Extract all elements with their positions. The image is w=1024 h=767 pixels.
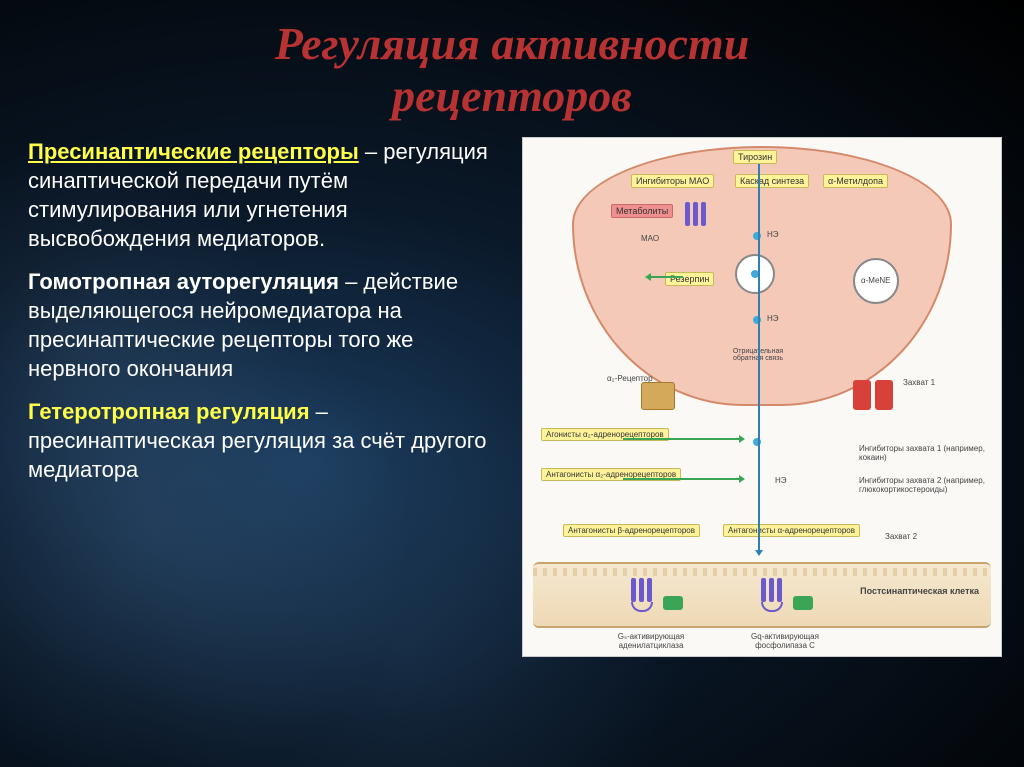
term-homotropic: Гомотропная ауторегуляция — [28, 269, 339, 294]
label-uptake1-inhib: Ингибиторы захвата 1 (например, кокаин) — [859, 444, 989, 462]
label-antagonists-beta: Антагонисты β-адренорецепторов — [563, 524, 700, 537]
alpha2-receptor — [641, 382, 675, 410]
arrow-main-blue — [758, 164, 760, 554]
label-ne-cleft: НЭ — [775, 476, 787, 485]
label-mene: α-MeNE — [861, 276, 891, 285]
label-uptake2-inhib: Ингибиторы захвата 2 (например, глюкокор… — [859, 476, 989, 494]
label-methyldopa: α-Метилдопа — [823, 174, 888, 188]
arrow-green-1 — [623, 438, 743, 440]
synapse-diagram: Тирозин Ингибиторы МАО Каскад синтеза α-… — [522, 137, 1002, 657]
label-ne-2: НЭ — [767, 314, 779, 323]
label-gq-plc: Gq-активирующая фосфолипаза C — [735, 632, 835, 650]
mao-icon — [683, 202, 709, 232]
text-column: Пресинаптические рецепторы – регуляция с… — [28, 137, 508, 657]
label-alpha2-receptor: α₂-Рецептор — [607, 374, 653, 383]
label-antagonists-a1: Антагонисты α-адренорецепторов — [723, 524, 860, 537]
label-uptake2: Захват 2 — [885, 532, 917, 541]
content-row: Пресинаптические рецепторы – регуляция с… — [28, 137, 996, 657]
beta-receptor — [629, 578, 655, 608]
uptake-transporter — [853, 380, 871, 410]
label-mao-inhibitors: Ингибиторы МАО — [631, 174, 714, 188]
alpha-receptor — [759, 578, 785, 608]
label-gs-ac: Gₛ-активирующая аденилатциклаза — [601, 632, 701, 650]
paragraph-presynaptic: Пресинаптические рецепторы – регуляция с… — [28, 137, 508, 253]
uptake-transporter-2 — [875, 380, 893, 410]
label-cascade: Каскад синтеза — [735, 174, 809, 188]
slide-title: Регуляция активности рецепторов — [28, 18, 996, 121]
label-ne-1: НЭ — [767, 230, 779, 239]
term-presynaptic-receptors: Пресинаптические рецепторы — [28, 139, 359, 164]
label-tyrosine: Тирозин — [733, 150, 777, 164]
paragraph-homotropic: Гомотропная ауторегуляция – действие выд… — [28, 267, 508, 383]
label-mao: МАО — [641, 234, 659, 243]
arrow-green-reserpine — [647, 276, 683, 278]
label-reserpine: Резерпин — [665, 272, 714, 286]
label-postsynaptic: Постсинаптическая клетка — [860, 586, 979, 596]
arrow-green-2 — [623, 478, 743, 480]
gs-protein — [663, 596, 683, 610]
diagram-column: Тирозин Ингибиторы МАО Каскад синтеза α-… — [522, 137, 1002, 657]
label-metabolites: Метаболиты — [611, 204, 673, 218]
label-uptake1: Захват 1 — [903, 378, 935, 387]
slide: Регуляция активности рецепторов Пресинап… — [0, 0, 1024, 767]
title-line-1: Регуляция активности — [275, 18, 750, 69]
gq-protein — [793, 596, 813, 610]
title-line-2: рецепторов — [392, 70, 632, 121]
term-heterotropic: Гетеротропная регуляция — [28, 399, 310, 424]
paragraph-heterotropic: Гетеротропная регуляция – пресинаптическ… — [28, 397, 508, 484]
